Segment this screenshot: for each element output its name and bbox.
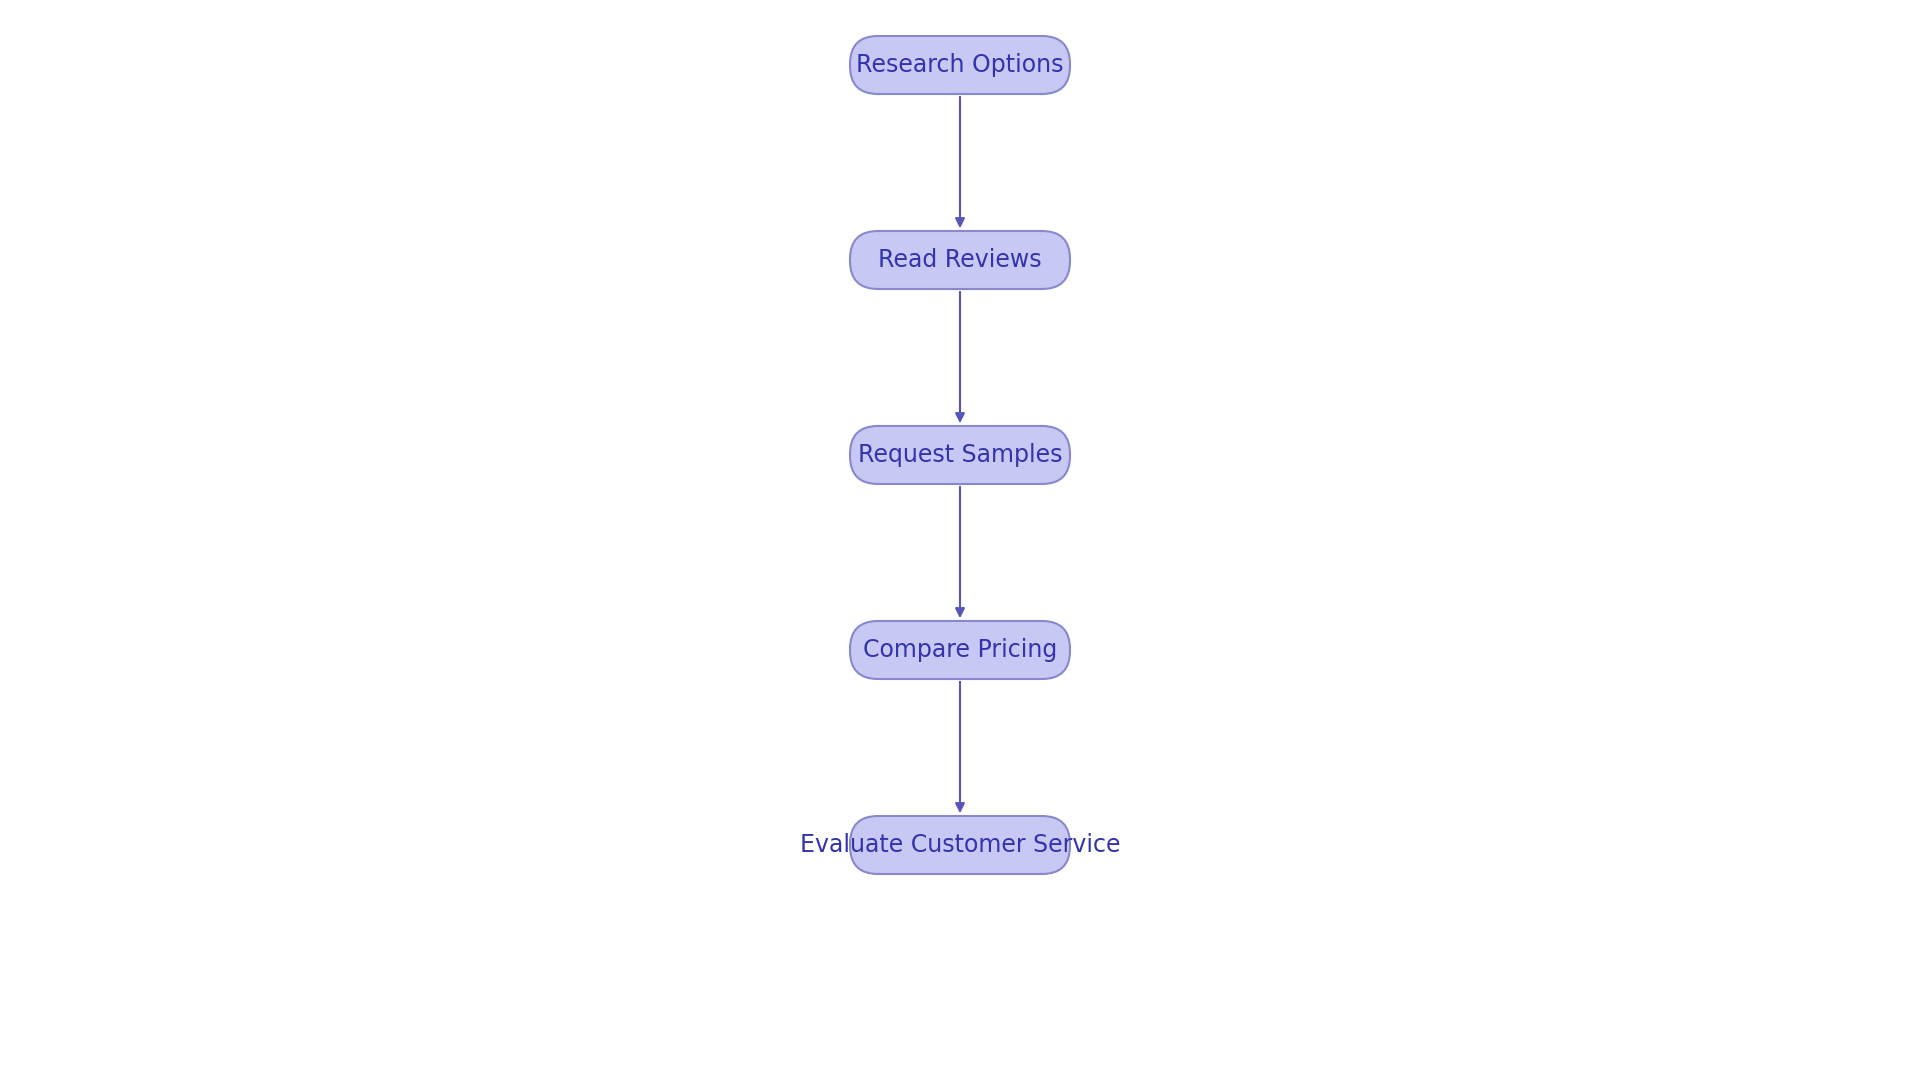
Text: Compare Pricing: Compare Pricing [862,638,1058,662]
Text: Research Options: Research Options [856,53,1064,77]
Text: Read Reviews: Read Reviews [877,248,1043,272]
FancyBboxPatch shape [851,815,1069,874]
FancyBboxPatch shape [851,621,1069,679]
FancyBboxPatch shape [851,231,1069,289]
FancyBboxPatch shape [851,426,1069,484]
Text: Evaluate Customer Service: Evaluate Customer Service [801,833,1119,857]
FancyBboxPatch shape [851,36,1069,94]
Text: Request Samples: Request Samples [858,443,1062,467]
